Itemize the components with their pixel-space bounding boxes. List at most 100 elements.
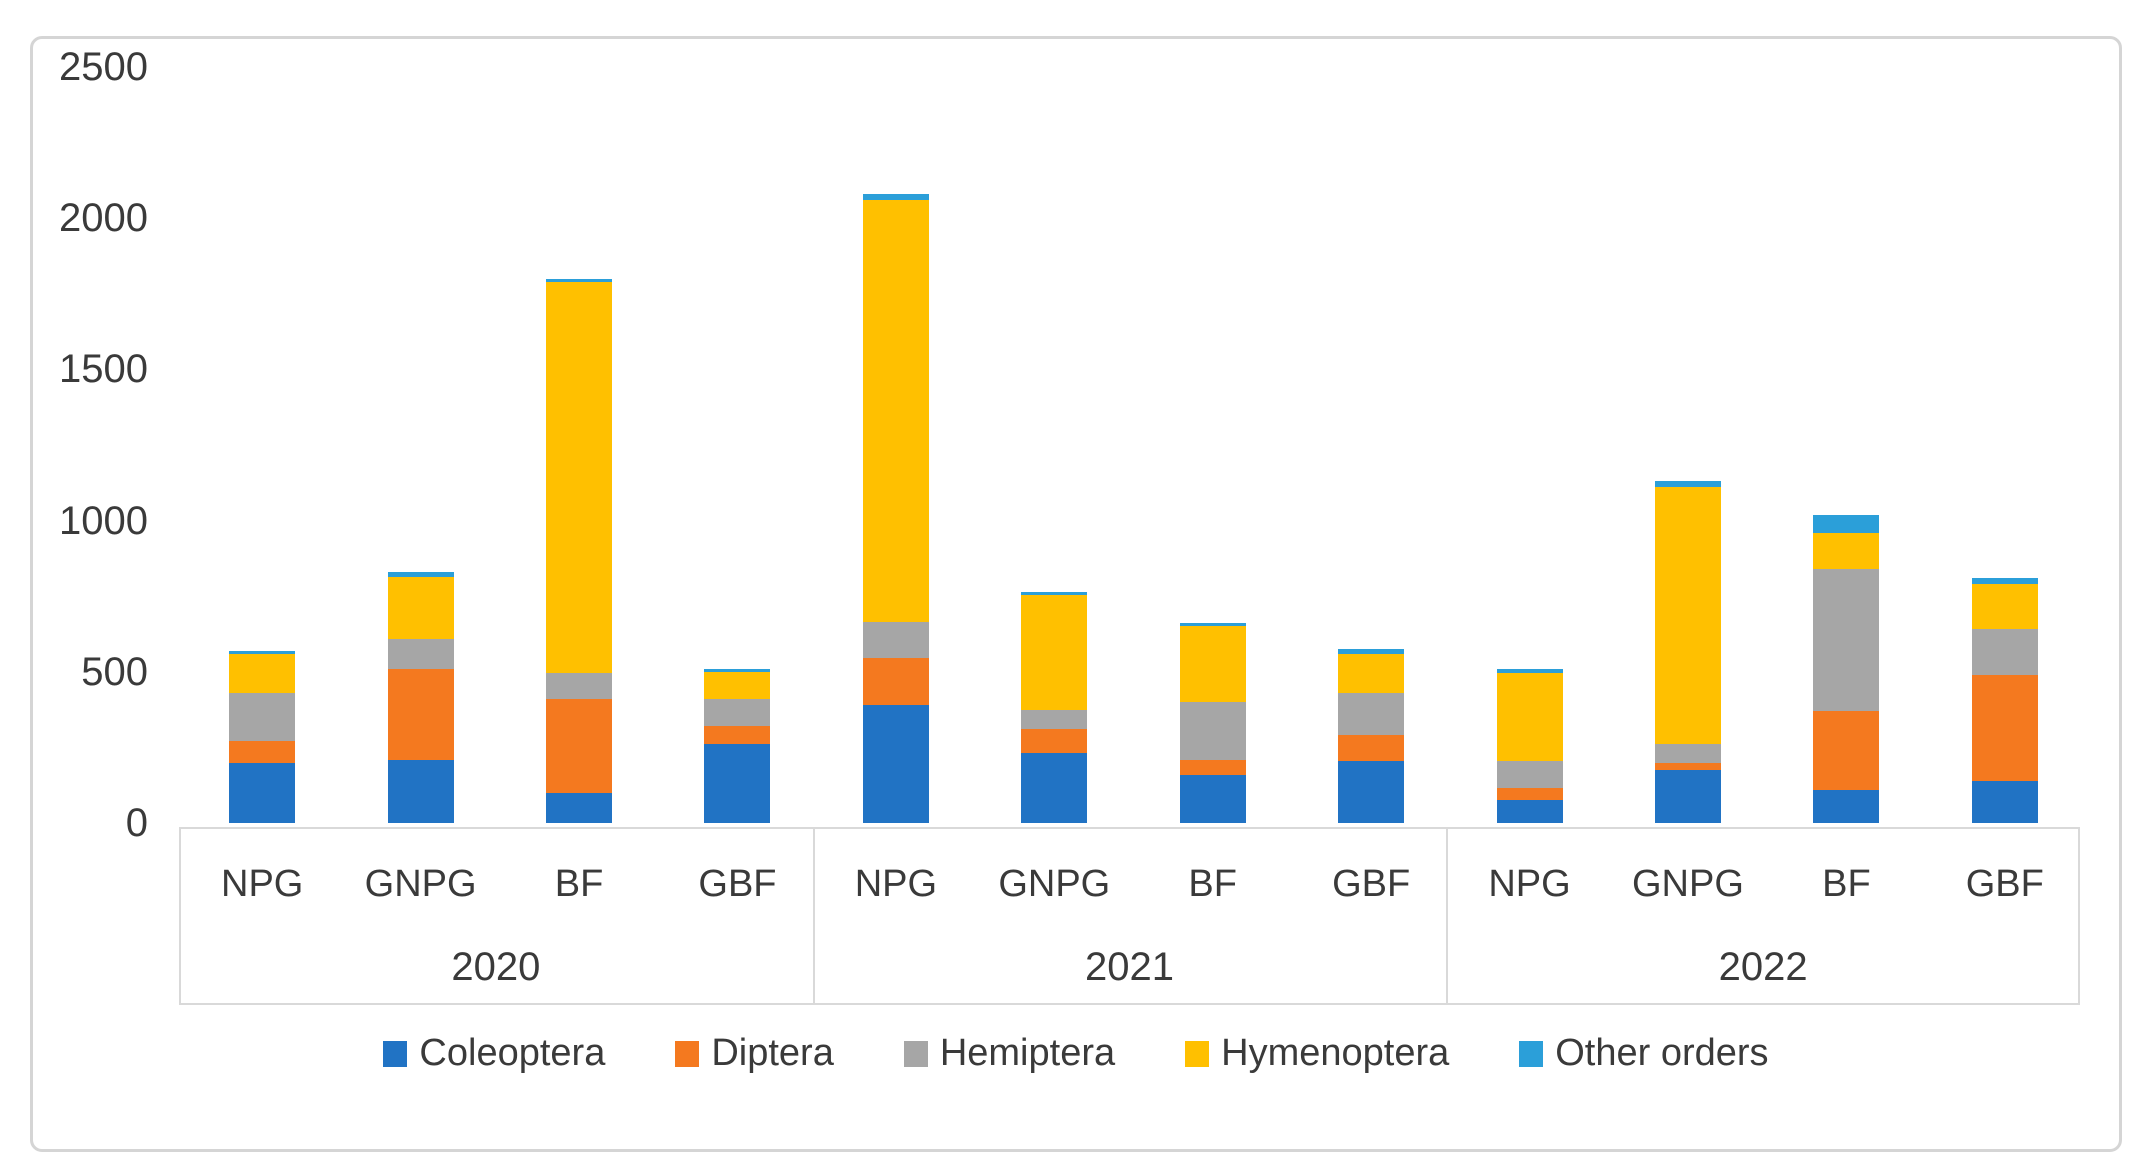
bar-segment-diptera [1338,735,1405,762]
group-divider [812,829,815,1003]
stacked-bar-2020-BF [546,278,613,823]
bar-segment-hemiptera [1338,692,1405,736]
bar-segment-coleoptera [862,705,929,823]
bar-segment-hymenoptera [1496,673,1563,762]
bar-segment-hemiptera [387,638,454,669]
bar-segment-other-orders [229,650,296,654]
bar-segment-hemiptera [1496,761,1563,789]
bar-segment-other-orders [387,572,454,577]
legend-swatch [1519,1040,1544,1067]
stacked-bar-2022-BF [1813,514,1880,823]
legend-label: Coleoptera [419,1032,606,1074]
category-axis: NPG GNPG BF GBF NPG GNPG BF GBF NPG GNPG BF GBF 2020… [179,827,2080,1005]
bar-segment-coleoptera [704,744,771,823]
bar-segment-hymenoptera [1021,594,1088,710]
legend-swatch [1185,1040,1210,1067]
legend-label: Hemiptera [939,1032,1116,1074]
category-label: NPG [1488,863,1571,905]
bar-segment-other-orders [1813,514,1880,533]
y-axis: 0 500 1000 1500 2000 2500 [0,0,148,900]
bar-segment-hemiptera [704,699,771,727]
legend-swatch [383,1040,408,1067]
bar-segment-diptera [1654,762,1721,771]
bar-segment-diptera [862,658,929,706]
category-label: NPG [854,863,938,905]
legend-label: Diptera [711,1032,834,1074]
bar-segment-other-orders [1971,578,2038,585]
category-label: GBF [1332,863,1411,905]
bar-segment-hemiptera [1021,709,1088,730]
bar-segment-coleoptera [1179,774,1246,823]
bar-segment-coleoptera [546,792,613,823]
y-tick-label: 2500 [59,45,148,89]
bar-segment-hemiptera [862,621,929,659]
stacked-bar-2022-NPG [1496,668,1563,823]
bar-segment-other-orders [546,278,613,282]
stacked-bar-2022-GNPG [1654,481,1721,823]
legend-label: Other orders [1555,1032,1769,1074]
y-tick-label: 500 [81,649,148,694]
bar-segment-diptera [387,668,454,760]
bar-segment-coleoptera [1813,789,1880,823]
year-label: 2020 [451,945,541,989]
bar-segment-hymenoptera [1654,487,1721,745]
bar-segment-coleoptera [1338,761,1405,823]
category-label: GBF [698,863,777,905]
bar-segment-hymenoptera [704,671,771,700]
bar-segment-diptera [1496,788,1563,801]
bar-segment-diptera [1179,759,1246,775]
bar-segment-diptera [1021,729,1088,754]
bar-segment-hymenoptera [1179,626,1246,703]
y-tick-label: 2000 [59,196,148,241]
bar-segment-other-orders [1654,481,1721,488]
bar-segment-hemiptera [546,673,613,700]
bar-segment-hymenoptera [546,281,613,674]
legend: Coleoptera Diptera Hemiptera Hymenoptera Oth… [0,1032,2152,1075]
bar-segment-hymenoptera [387,576,454,639]
bar-segment-hymenoptera [1971,584,2038,630]
bar-segment-diptera [229,741,296,763]
bar-segment-diptera [704,726,771,745]
group-divider [179,829,181,1003]
category-label: GNPG [1632,863,1744,905]
legend-item-hymenoptera: Hymenoptera [1185,1032,1449,1075]
bar-segment-hymenoptera [229,653,296,693]
legend-item-other-orders: Other orders [1519,1032,1769,1075]
y-tick-label: 1000 [59,498,148,543]
bar-segment-diptera [1971,674,2038,781]
bar-segment-coleoptera [229,762,296,823]
bar-segment-hemiptera [229,693,296,742]
bar-segment-other-orders [1496,668,1563,674]
bar-segment-coleoptera [1654,770,1721,823]
bar-segment-diptera [546,699,613,793]
stacked-bar-2020-GNPG [387,572,454,823]
stacked-bar-2022-GBF [1971,578,2038,823]
y-tick-label: 1500 [59,347,148,392]
bar-segment-other-orders [704,668,771,672]
bar-segment-other-orders [1338,649,1405,654]
bar-segment-hemiptera [1971,629,2038,675]
bar-segment-hymenoptera [1338,653,1405,693]
bar-segment-coleoptera [1021,753,1088,823]
bar-segment-other-orders [1179,623,1246,627]
category-label: BF [1188,863,1237,905]
legend-swatch [675,1040,700,1067]
stacked-bar-2021-GBF [1338,649,1405,823]
legend-item-diptera: Diptera [675,1032,834,1075]
bar-segment-hymenoptera [862,200,929,622]
legend-swatch [903,1040,928,1067]
category-label: GNPG [998,863,1111,905]
bar-segment-hymenoptera [1813,532,1880,570]
bar-segment-other-orders [1021,591,1088,595]
stacked-bar-2020-NPG [229,650,296,823]
category-label: GNPG [364,863,477,905]
stacked-bar-2021-NPG [862,194,929,823]
stacked-bar-2020-GBF [704,668,771,823]
bar-segment-coleoptera [387,759,454,823]
stacked-bar-2021-BF [1179,623,1246,823]
category-label: BF [1822,863,1871,905]
year-label: 2021 [1085,945,1174,989]
bar-segment-hemiptera [1179,702,1246,760]
group-divider [2078,829,2080,1003]
